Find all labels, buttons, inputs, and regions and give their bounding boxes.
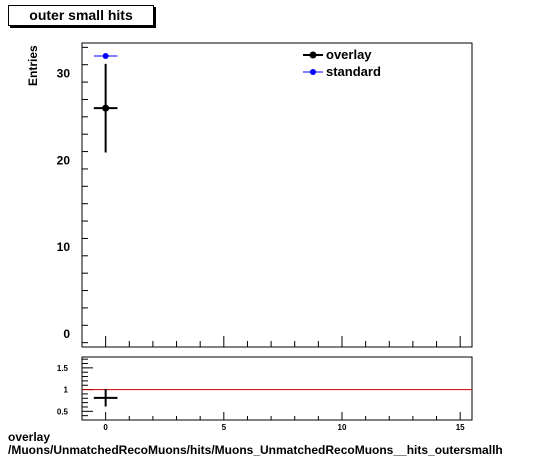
ratio-x-tick-label: 15 [456, 423, 465, 432]
footer-label: overlay [8, 430, 51, 444]
histogram-title: outer small hits [8, 5, 154, 26]
ratio-y-tick-label: 1 [64, 386, 69, 395]
ratio-y-tick-labels: 0.5 1 1.5 [57, 364, 69, 416]
main-axis-ticks [82, 46, 461, 347]
y-tick-label: 30 [57, 66, 71, 80]
legend-overlay-label: overlay [326, 47, 372, 62]
legend: overlay standard [303, 47, 381, 79]
ratio-x-tick-label: 10 [338, 423, 347, 432]
legend-overlay-marker [309, 51, 317, 59]
ratio-plot-frame [81, 356, 473, 421]
ratio-x-tick-labels: 0 5 10 15 [103, 423, 465, 432]
legend-standard-label: standard [326, 64, 381, 79]
y-axis-title: Entries [26, 45, 40, 86]
legend-standard-marker [310, 69, 316, 75]
main-plot-frame [81, 42, 473, 348]
ratio-y-tick-label: 1.5 [57, 364, 69, 373]
ratio-x-tick-label: 0 [103, 423, 108, 432]
footer-histogram-path: /Muons/UnmatchedRecoMuons/hits/Muons_Unm… [8, 443, 503, 457]
ratio-data-points [93, 389, 118, 407]
main-data-points [93, 53, 118, 153]
ratio-y-tick-label: 0.5 [57, 407, 69, 416]
overlay-point [102, 104, 110, 112]
y-tick-label: 0 [63, 327, 70, 341]
main-y-tick-labels: 0 10 20 30 [57, 66, 71, 341]
y-tick-label: 10 [57, 240, 71, 254]
ratio-x-tick-label: 5 [222, 423, 227, 432]
standard-point [102, 53, 109, 60]
footer-path: overlay /Muons/UnmatchedRecoMuons/hits/M… [8, 431, 503, 457]
y-tick-label: 20 [57, 153, 71, 167]
